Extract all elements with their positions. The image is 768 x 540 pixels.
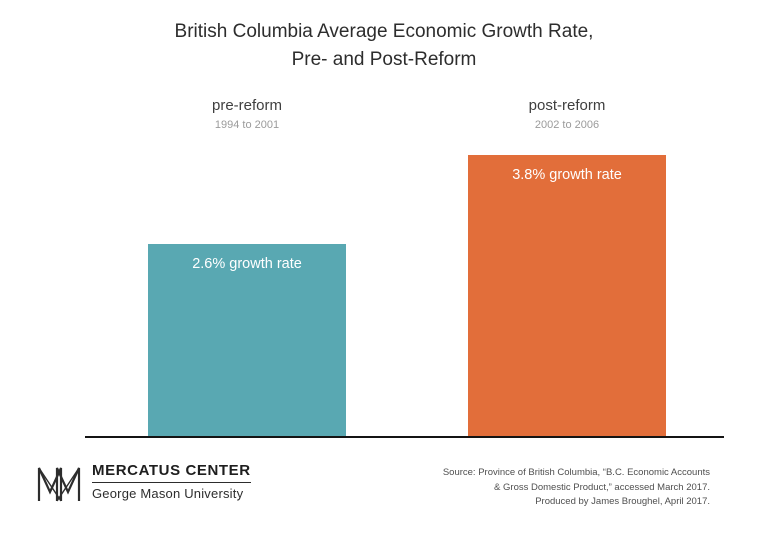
mercatus-logo-text: MERCATUS CENTER George Mason University [92, 462, 251, 501]
category-name: post-reform [528, 97, 606, 114]
bar-value-label: 2.6% growth rate [192, 255, 302, 272]
chart-title-line-2: Pre- and Post-Reform [291, 48, 477, 70]
mercatus-logo: MERCATUS CENTER George Mason University [36, 460, 251, 502]
category-label-pre-reform: pre-reform 1994 to 2001 [148, 97, 346, 131]
bar-post-reform: 3.8% growth rate [468, 154, 666, 436]
source-line: Produced by James Broughel, April 2017. [535, 496, 710, 508]
category-period: 2002 to 2006 [534, 119, 600, 131]
logo-divider-rule [92, 481, 251, 483]
source-note: Source: Province of British Columbia, “B… [443, 466, 710, 510]
category-label-post-reform: post-reform 2002 to 2006 [468, 97, 666, 131]
chart-title: British Columbia Average Economic Growth… [0, 18, 768, 73]
mercatus-logo-icon [36, 460, 82, 502]
chart-title-line-1: British Columbia Average Economic Growth… [174, 21, 594, 42]
bar-pre-reform: 2.6% growth rate [148, 243, 346, 436]
org-name: MERCATUS CENTER [92, 461, 251, 479]
source-line: Source: Province of British Columbia, “B… [442, 467, 710, 478]
category-period: 1994 to 2001 [214, 119, 280, 131]
bar-value-label: 3.8% growth rate [512, 166, 622, 183]
x-axis-baseline [85, 436, 724, 438]
source-line: & Gross Domestic Product,” accessed Marc… [494, 481, 710, 493]
category-name: pre-reform [211, 97, 282, 114]
org-subtitle: George Mason University [92, 485, 244, 501]
